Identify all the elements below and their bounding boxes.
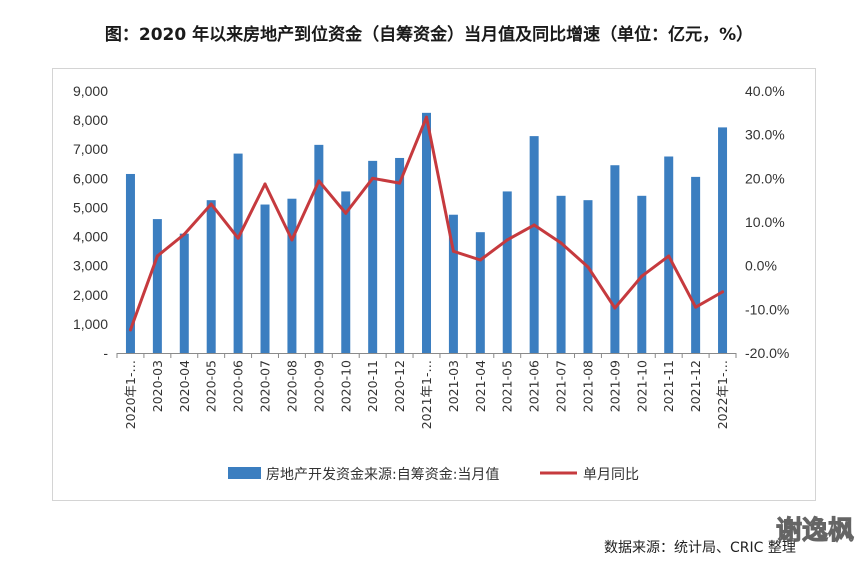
line-point — [155, 254, 159, 258]
line-point — [236, 236, 240, 240]
bar — [314, 144, 324, 353]
x-tick-label: 2020-11 — [365, 360, 380, 412]
bar — [556, 195, 566, 353]
y-left-tick-label: 2,000 — [73, 287, 108, 303]
bar — [125, 173, 135, 353]
line-point — [344, 211, 348, 215]
bar — [502, 191, 512, 353]
bar — [179, 233, 189, 353]
line-series-group — [128, 115, 725, 332]
line-point — [505, 238, 509, 242]
legend: 房地产开发资金来源:自筹资金:当月值 单月同比 — [228, 466, 639, 483]
line-point — [290, 238, 294, 242]
x-tick-label: 2021-05 — [500, 360, 515, 412]
y-left-tick-label: 5,000 — [73, 199, 108, 215]
y-left-tick-label: - — [103, 345, 108, 361]
y-right-tick-label: -20.0% — [745, 345, 789, 361]
bar — [368, 160, 378, 353]
x-tick-label: 2021-09 — [607, 360, 622, 412]
x-tick-label: 2021-11 — [661, 360, 676, 412]
bar — [233, 153, 243, 353]
y-left-tick-label: 4,000 — [73, 229, 108, 245]
y-right-tick-label: 30.0% — [745, 127, 785, 143]
line-point — [478, 258, 482, 262]
bar — [610, 165, 620, 353]
x-tick-label: 2021-04 — [473, 360, 488, 412]
line-point — [317, 179, 321, 183]
y-right-tick-labels: -20.0% -10.0% 0.0% 10.0% 20.0% 30.0% 40.0% — [745, 83, 789, 361]
x-tick-label: 2020-08 — [284, 360, 299, 412]
y-right-tick-label: -10.0% — [745, 301, 789, 317]
bar — [206, 200, 216, 353]
line-point — [721, 290, 725, 294]
bar — [583, 200, 593, 353]
y-right-tick-label: 0.0% — [745, 258, 777, 274]
line-point — [451, 249, 455, 253]
legend-bar-swatch — [228, 467, 261, 479]
x-tick-label: 2021-12 — [688, 360, 703, 412]
y-left-tick-label: 6,000 — [73, 170, 108, 186]
legend-bar-label: 房地产开发资金来源:自筹资金:当月值 — [266, 466, 499, 483]
y-right-tick-label: 20.0% — [745, 170, 785, 186]
line-point — [559, 241, 563, 245]
bar — [152, 219, 162, 353]
x-tick-label: 2020-05 — [204, 360, 219, 412]
bar — [341, 191, 351, 353]
source-note: 数据来源：统计局、CRIC 整理 — [604, 540, 796, 556]
y-right-tick-label: 40.0% — [745, 83, 785, 99]
watermark: 谢逸枫 — [775, 516, 855, 547]
line-point — [263, 182, 267, 186]
x-tick-label: 2020-04 — [177, 360, 192, 412]
line-point — [425, 115, 428, 119]
x-tick-label: 2021-08 — [580, 360, 595, 412]
x-tick-label: 2021年1-… — [419, 360, 434, 429]
y-left-tick-label: 9,000 — [73, 83, 108, 99]
x-tick-label: 2021-03 — [446, 360, 461, 412]
line-point — [398, 181, 402, 185]
x-tick-label: 2022年1-… — [715, 360, 730, 429]
bar — [395, 157, 405, 353]
line-point — [694, 305, 698, 309]
x-tick-label: 2020-10 — [338, 360, 353, 412]
y-left-tick-label: 3,000 — [73, 258, 108, 274]
y-left-tick-label: 1,000 — [73, 316, 108, 332]
x-tick-label: 2020-09 — [311, 360, 326, 412]
bar — [718, 127, 728, 353]
x-tick-label: 2020-07 — [258, 360, 273, 412]
x-tick-label: 2020-06 — [231, 360, 246, 412]
x-tick-label: 2021-07 — [554, 360, 569, 412]
line-point — [667, 254, 671, 258]
line-point — [128, 328, 132, 332]
line-point — [613, 306, 617, 310]
x-tick-label: 2020年1-… — [123, 360, 138, 429]
y-right-tick-label: 10.0% — [745, 214, 785, 230]
line-point — [532, 223, 536, 227]
y-left-tick-labels: - 1,000 2,000 3,000 4,000 5,000 6,000 7,000 8,00… — [73, 83, 108, 361]
bar — [422, 112, 431, 353]
x-tick-label: 2021-10 — [634, 360, 649, 412]
bar — [691, 176, 701, 353]
bar — [260, 204, 270, 353]
line-point — [371, 176, 375, 180]
y-left-tick-label: 8,000 — [73, 112, 108, 128]
y-left-tick-label: 7,000 — [73, 141, 108, 157]
chart-frame — [52, 68, 816, 501]
x-tick-label: 2021-06 — [527, 360, 542, 412]
chart-title: 图：2020 年以来房地产到位资金（自筹资金）当月值及同比增速（单位：亿元，%） — [104, 25, 754, 45]
x-tick-label: 2020-03 — [150, 360, 165, 412]
x-tick-labels: 2020年1-… 2020-03 2020-04 2020-05 2020-06 2020… — [123, 360, 730, 429]
x-tick-label: 2020-12 — [392, 360, 407, 412]
bar — [448, 214, 458, 353]
line-point — [182, 232, 186, 236]
bar — [529, 136, 539, 353]
line-point — [586, 265, 590, 269]
line-point — [640, 274, 644, 278]
x-axis — [116, 353, 737, 358]
legend-line-label: 单月同比 — [583, 467, 639, 483]
line-point — [209, 202, 213, 206]
bar — [287, 198, 297, 353]
bar — [475, 232, 485, 353]
